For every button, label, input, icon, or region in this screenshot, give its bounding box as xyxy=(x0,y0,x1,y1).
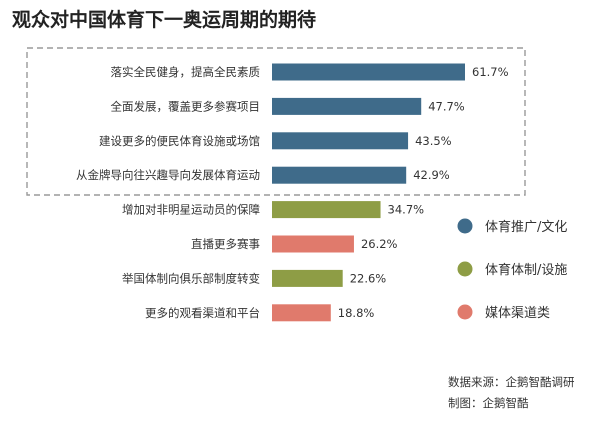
value-label: 42.9% xyxy=(413,168,450,182)
legend-marker xyxy=(457,261,473,277)
category-label: 全面发展，覆盖更多参赛项目 xyxy=(111,99,261,113)
bar xyxy=(272,201,381,219)
legend-marker xyxy=(457,218,473,234)
legend-label: 媒体渠道类 xyxy=(485,306,550,321)
bar xyxy=(272,63,465,81)
legend-marker xyxy=(457,304,473,320)
bar xyxy=(272,166,407,184)
data-source: 数据来源：企鹅智酷调研 xyxy=(448,375,575,389)
chart-title: 观众对中国体育下一奥运周期的期待 xyxy=(12,8,316,31)
value-label: 34.7% xyxy=(388,203,425,217)
legend-label: 体育推广/文化 xyxy=(485,219,567,235)
value-label: 43.5% xyxy=(415,134,452,148)
category-label: 增加对非明星运动员的保障 xyxy=(122,203,260,217)
legend-label: 体育体制/设施 xyxy=(485,262,567,278)
bars-layer: 落实全民健身，提高全民素质 61.7% 全面发展，覆盖更多参赛项目 47.7% 建设更多… xyxy=(76,63,509,322)
value-label: 22.6% xyxy=(350,271,387,285)
category-label: 落实全民健身，提高全民素质 xyxy=(111,65,261,79)
value-label: 18.8% xyxy=(338,306,375,320)
bar xyxy=(272,235,354,253)
category-label: 更多的观看渠道和平台 xyxy=(145,306,260,320)
value-label: 26.2% xyxy=(361,237,398,251)
value-label: 47.7% xyxy=(428,99,465,113)
bar xyxy=(272,304,331,322)
category-label: 建设更多的便民体育设施或场馆 xyxy=(99,134,260,148)
highlight-box xyxy=(26,47,526,196)
bar xyxy=(272,132,409,150)
bar xyxy=(272,97,422,115)
bar xyxy=(272,269,343,287)
category-label: 举国体制向俱乐部制度转变 xyxy=(122,271,260,285)
category-label: 直播更多赛事 xyxy=(191,237,260,251)
value-label: 61.7% xyxy=(472,65,509,79)
category-label: 从金牌导向往兴趣导向发展体育运动 xyxy=(76,168,260,182)
chart-credit: 制图：企鹅智酷 xyxy=(448,396,529,410)
